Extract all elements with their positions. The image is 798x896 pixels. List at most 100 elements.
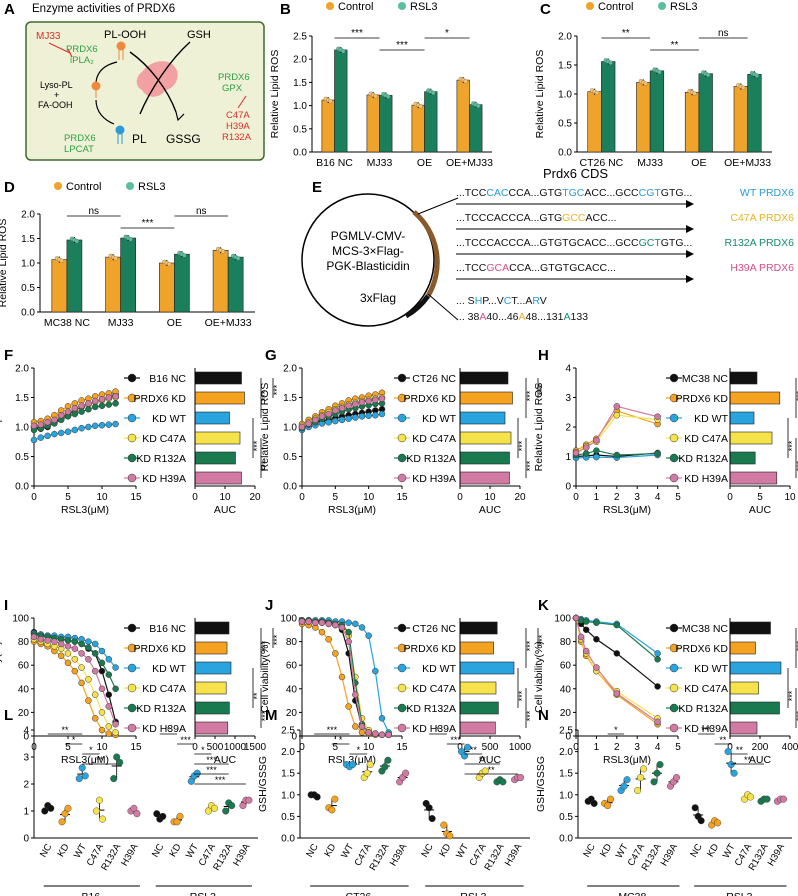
bar-control: [636, 82, 651, 153]
bar-point: [463, 79, 468, 84]
series-point: [305, 618, 312, 625]
sequence-segment: CCA...GTG: [509, 187, 563, 199]
scatter-m-y-tick-label: 2.5: [281, 726, 295, 737]
auc-bar: [194, 431, 241, 445]
line-j-y-tick-label: 100: [280, 614, 297, 625]
legend-marker: [669, 663, 679, 673]
scatter-n-y-tick-label: 0.5: [559, 812, 573, 823]
series-point: [44, 432, 51, 440]
legend-marker: [669, 473, 679, 483]
bar-point: [692, 91, 697, 96]
prdx6-ipla2-label-2: iPLA₂: [70, 55, 94, 66]
series-point: [338, 416, 346, 424]
series-line-prdx6-kd: [575, 617, 658, 725]
legend-marker: [669, 723, 679, 733]
scatter-point: [381, 763, 389, 771]
auc-bar: [729, 701, 780, 715]
series-point: [654, 413, 661, 420]
line-x-tick-label: 0: [299, 492, 305, 503]
line-i-y-tick-label: 0: [23, 732, 29, 743]
series-point: [332, 621, 339, 629]
scatter-m-y-tick-label: 1.5: [281, 769, 295, 780]
lyso-label-1: Lyso-PL: [40, 80, 73, 90]
highlighted-codon: H: [475, 295, 483, 307]
significance-label: ***: [517, 440, 527, 451]
scatter-point: [92, 807, 100, 815]
chart-i: I 0 20 40 60 80 100 Cell viability(%) 0 5 10 15 RSL3…: [0, 597, 282, 766]
auc-x-label: AUC: [479, 504, 502, 516]
auc-x-label: AUC: [749, 754, 772, 766]
series-line-kd-c47a: [575, 617, 658, 719]
significance-label: ***: [525, 460, 535, 471]
bar-point: [373, 93, 378, 99]
bar-control: [684, 91, 700, 153]
panel-letter-l: L: [4, 707, 13, 724]
bar-b-y-tick-label: 2.5: [293, 32, 307, 43]
line-x-tick-label: 4: [655, 742, 661, 753]
series-point: [312, 416, 319, 424]
significance-label: ***: [525, 640, 535, 651]
scatter-point: [620, 782, 628, 790]
bar-control: [456, 79, 470, 153]
line-h-y-tick-label: 4: [565, 364, 571, 375]
auc-bar: [194, 391, 245, 405]
line-x-tick-label: 5: [333, 742, 339, 753]
scatter-point: [98, 815, 106, 823]
series-point: [105, 723, 113, 730]
sequence-segment: P: [482, 295, 489, 307]
bar-rsl3: [601, 61, 616, 153]
significance-label: ***: [795, 640, 798, 651]
line-x-tick-label: 10: [96, 492, 108, 503]
panel-letter-h: H: [538, 347, 549, 364]
scatter-point: [656, 761, 664, 769]
series-point: [91, 667, 99, 675]
significance-label: *: [339, 735, 343, 745]
series-point: [112, 420, 119, 428]
legend-marker: [127, 723, 137, 733]
line-h-y-tick-label: 1: [565, 452, 571, 463]
auc-bar: [459, 431, 512, 445]
bar-point: [754, 73, 759, 78]
bar-point: [128, 237, 133, 242]
line-x-tick-label: 1: [594, 742, 600, 753]
legend-label: KD H39A: [412, 473, 456, 485]
legend-marker: [669, 623, 679, 633]
auc-bar: [459, 701, 499, 715]
significance-label: ***: [787, 440, 797, 451]
series-point: [338, 673, 346, 681]
significance-label: **: [470, 745, 478, 755]
series-point: [318, 628, 326, 636]
series-point: [345, 703, 352, 710]
bar-control: [587, 91, 602, 153]
series-point: [365, 729, 372, 736]
legend-label: MC38 NC: [682, 623, 729, 635]
significance-label: *: [357, 745, 361, 755]
bar-control: [366, 94, 380, 153]
mutant-label-r132a: R132A: [222, 132, 252, 143]
pl-ooh-lipid-head-icon: [116, 41, 126, 51]
vector-name-1: PGMLV-CMV-: [331, 229, 405, 243]
legend-label: KD R132A: [678, 703, 728, 715]
legend-label: KD R132A: [136, 453, 186, 465]
scatter-point: [75, 775, 83, 783]
chart-j: J 0 20 40 60 80 100 Cell viability(%) 0 5 10 15 RSL3…: [259, 597, 547, 766]
bar-control: [733, 86, 748, 153]
sequence-segment: ...TCCCACCCA...GTG: [456, 212, 562, 224]
sequence-segment: V: [497, 295, 504, 307]
series-point: [298, 618, 306, 625]
series-point: [78, 679, 85, 687]
series-point: [613, 650, 621, 657]
legend-marker: [127, 413, 137, 423]
cds-arrow-head: [686, 250, 694, 258]
legend-label: KD H39A: [142, 473, 186, 485]
auc-x-tick-label: 200: [752, 742, 769, 753]
line-j-y-tick-label: 0: [291, 732, 297, 743]
gpx-arrow-2: [139, 41, 191, 115]
bar-point: [643, 81, 648, 86]
series-point: [91, 403, 99, 411]
legend-control-marker: [586, 2, 594, 10]
legend-label: KD C47A: [684, 433, 728, 445]
auc-bar: [459, 391, 513, 405]
scatter-point: [446, 832, 454, 840]
